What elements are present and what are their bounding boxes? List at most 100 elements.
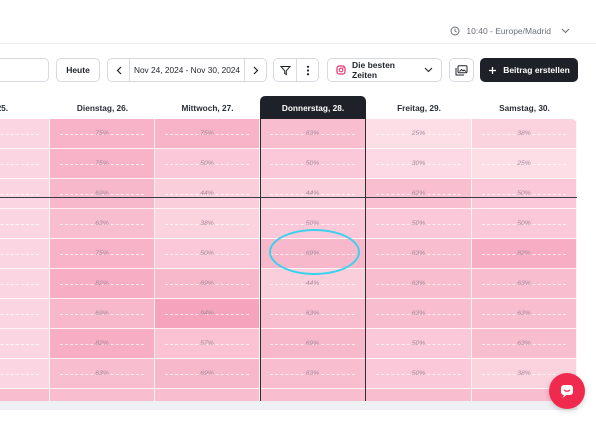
heatmap-cell[interactable]: 63% — [472, 329, 577, 359]
filter-icon — [279, 65, 291, 76]
heatmap-cell[interactable]: % — [0, 299, 50, 329]
previous-week-button[interactable] — [108, 59, 130, 81]
media-library-icon — [455, 64, 468, 76]
heatmap-cell[interactable]: % — [0, 359, 50, 389]
heatmap-cell[interactable]: 82% — [50, 329, 155, 359]
heatmap-cell[interactable]: 62% — [366, 179, 472, 209]
cell-percentage: 57% — [200, 340, 214, 347]
cell-percentage: 38% — [517, 370, 531, 377]
heatmap-cell[interactable]: % — [0, 179, 50, 209]
heatmap-cell[interactable]: 63% — [260, 359, 366, 389]
day-header[interactable]: Dienstag, 26. — [76, 102, 129, 113]
heatmap-cell[interactable]: 63% — [366, 269, 472, 299]
heatmap-cell[interactable]: 69% — [155, 269, 260, 299]
heatmap-cell[interactable]: 44% — [155, 179, 260, 209]
day-header[interactable]: Freitag, 29. — [397, 102, 441, 113]
heatmap-cell[interactable]: 50% — [366, 209, 472, 239]
heatmap-cell[interactable]: 50% — [260, 149, 366, 179]
timezone-selector[interactable]: 10:40 - Europe/Madrid — [450, 26, 570, 36]
cell-percentage: 30% — [411, 160, 426, 167]
highlight-ring — [269, 229, 360, 275]
cell-percentage: 63% — [95, 220, 109, 227]
search-input[interactable] — [0, 58, 49, 82]
cell-percentage: 50% — [411, 220, 426, 227]
cell-percentage: 63% — [517, 340, 531, 347]
heatmap-cell[interactable]: 75% — [155, 119, 260, 149]
heatmap-cell[interactable]: 63% — [366, 239, 472, 269]
date-range-label[interactable]: Nov 24, 2024 - Nov 30, 2024 — [133, 65, 241, 75]
filter-button[interactable] — [273, 58, 297, 82]
heatmap-cell[interactable] — [50, 389, 155, 401]
heatmap-cell[interactable]: 69% — [50, 299, 155, 329]
cell-percentage: 25% — [411, 130, 426, 137]
heatmap-cell[interactable]: 69% — [155, 359, 260, 389]
cell-percentage: 50% — [517, 190, 531, 197]
cell-percentage: 63% — [411, 310, 426, 317]
heatmap-cell[interactable]: 30% — [366, 149, 472, 179]
heatmap-cell[interactable]: 50% — [472, 209, 577, 239]
heatmap-cell[interactable]: 38% — [472, 119, 577, 149]
heatmap-cell[interactable]: 82% — [50, 269, 155, 299]
cell-percentage: 63% — [305, 370, 320, 377]
next-week-button[interactable] — [244, 59, 266, 81]
heatmap-cell[interactable]: % — [0, 269, 50, 299]
cell-percentage: 75% — [95, 250, 109, 257]
best-times-dropdown[interactable]: Die besten Zeiten — [327, 58, 442, 82]
cell-percentage: 50% — [305, 160, 320, 167]
heatmap-cell[interactable]: 63% — [260, 119, 366, 149]
heatmap-cell[interactable]: 75% — [50, 149, 155, 179]
cell-percentage: 69% — [200, 280, 214, 287]
heatmap-cell[interactable]: 69% — [260, 329, 366, 359]
heatmap-cell[interactable]: 63% — [472, 299, 577, 329]
horizontal-scrollbar[interactable] — [0, 401, 577, 410]
cell-percentage: 69% — [305, 340, 320, 347]
day-header[interactable]: Samstag, 30. — [499, 102, 550, 113]
heatmap-cell[interactable]: 75% — [50, 239, 155, 269]
heatmap-cell[interactable]: 63% — [50, 359, 155, 389]
heatmap-cell[interactable]: 63% — [260, 299, 366, 329]
day-header[interactable]: g, 25. — [0, 102, 9, 113]
heatmap-cell[interactable]: 63% — [366, 299, 472, 329]
calendar-toolbar: Heute Nov 24, 2024 - Nov 30, 2024 Die be… — [0, 55, 596, 85]
heatmap-cell[interactable] — [0, 389, 50, 401]
heatmap-cell[interactable] — [260, 389, 366, 401]
heatmap-cell[interactable]: 75% — [50, 119, 155, 149]
current-time-line — [0, 197, 577, 198]
heatmap-cell[interactable]: 57% — [155, 329, 260, 359]
more-vertical-icon — [306, 65, 310, 76]
heatmap-cell[interactable]: % — [0, 329, 50, 359]
heatmap-cell[interactable]: 63% — [472, 269, 577, 299]
best-times-label: Die besten Zeiten — [352, 60, 395, 80]
heatmap-cell[interactable]: 50% — [155, 239, 260, 269]
heatmap-cell[interactable] — [366, 389, 472, 401]
heatmap-cell[interactable]: 69% — [50, 179, 155, 209]
chat-icon — [559, 383, 575, 399]
heatmap-cell[interactable]: 50% — [366, 329, 472, 359]
heatmap-cell[interactable]: % — [0, 239, 50, 269]
heatmap-cell[interactable]: % — [0, 209, 50, 239]
heatmap-cell[interactable]: 82% — [472, 239, 577, 269]
media-library-button[interactable] — [449, 58, 474, 82]
create-post-button[interactable]: Beitrag erstellen — [480, 58, 578, 82]
heatmap-cell[interactable]: 50% — [366, 359, 472, 389]
heatmap-cell[interactable]: 44% — [260, 179, 366, 209]
heatmap-cell[interactable]: 94% — [155, 299, 260, 329]
more-options-button[interactable] — [297, 58, 319, 82]
cell-percentage: 75% — [95, 160, 109, 167]
day-header[interactable]: Donnerstag, 28. — [260, 96, 366, 119]
heatmap-cell[interactable]: 63% — [50, 209, 155, 239]
today-button[interactable]: Heute — [56, 58, 100, 82]
chat-support-button[interactable] — [549, 373, 585, 409]
cell-percentage: 62% — [411, 190, 426, 197]
heatmap-cell[interactable]: 38% — [155, 209, 260, 239]
cell-percentage: 50% — [411, 370, 426, 377]
heatmap-cell[interactable]: 50% — [472, 179, 577, 209]
cell-percentage: 50% — [411, 340, 426, 347]
heatmap-cell[interactable]: 25% — [366, 119, 472, 149]
heatmap-cell[interactable]: 50% — [155, 149, 260, 179]
heatmap-cell[interactable] — [155, 389, 260, 401]
heatmap-cell[interactable]: % — [0, 149, 50, 179]
day-header[interactable]: Mittwoch, 27. — [181, 102, 234, 113]
heatmap-cell[interactable]: 25% — [472, 149, 577, 179]
heatmap-cell[interactable]: % — [0, 119, 50, 149]
